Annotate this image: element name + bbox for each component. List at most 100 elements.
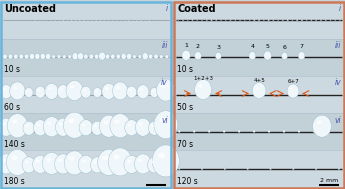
Ellipse shape (35, 86, 45, 98)
Ellipse shape (112, 19, 113, 21)
Text: 70 s: 70 s (177, 140, 193, 149)
Ellipse shape (252, 83, 266, 98)
Ellipse shape (152, 145, 179, 177)
Ellipse shape (98, 149, 120, 175)
Ellipse shape (195, 52, 201, 60)
Ellipse shape (132, 19, 134, 20)
Ellipse shape (63, 55, 66, 59)
Ellipse shape (11, 156, 17, 160)
Ellipse shape (148, 54, 153, 59)
Ellipse shape (125, 120, 138, 136)
Ellipse shape (215, 52, 221, 59)
Ellipse shape (313, 115, 331, 137)
Ellipse shape (0, 118, 14, 136)
Text: 60 s: 60 s (4, 103, 20, 112)
Ellipse shape (316, 19, 317, 21)
Ellipse shape (165, 55, 168, 59)
Ellipse shape (201, 168, 203, 170)
Text: i: i (339, 4, 341, 13)
Ellipse shape (160, 55, 163, 59)
Ellipse shape (64, 151, 85, 175)
Ellipse shape (306, 19, 307, 21)
Ellipse shape (249, 19, 250, 21)
Text: i: i (166, 4, 168, 13)
Ellipse shape (223, 130, 225, 133)
Text: iv: iv (161, 78, 168, 87)
Ellipse shape (42, 152, 61, 174)
Ellipse shape (81, 86, 91, 98)
Ellipse shape (108, 148, 132, 176)
Ellipse shape (339, 19, 341, 21)
Ellipse shape (161, 19, 162, 21)
Ellipse shape (152, 90, 154, 92)
Ellipse shape (96, 19, 97, 21)
Ellipse shape (127, 53, 131, 59)
Ellipse shape (124, 155, 139, 173)
Ellipse shape (35, 53, 40, 59)
Text: Coated: Coated (177, 4, 216, 13)
Bar (174, 76, 344, 113)
Ellipse shape (105, 54, 110, 59)
Ellipse shape (56, 118, 71, 136)
Text: vi: vi (334, 116, 341, 125)
Ellipse shape (59, 122, 63, 126)
Ellipse shape (84, 54, 88, 59)
Ellipse shape (99, 115, 118, 137)
Ellipse shape (69, 157, 74, 161)
Ellipse shape (116, 54, 120, 59)
Ellipse shape (68, 55, 71, 59)
Ellipse shape (301, 19, 303, 21)
Ellipse shape (18, 19, 19, 20)
Text: 180 s: 180 s (4, 177, 25, 186)
Ellipse shape (3, 88, 6, 91)
Ellipse shape (133, 55, 136, 59)
Ellipse shape (10, 19, 11, 21)
Bar (174, 39, 344, 76)
Ellipse shape (102, 83, 116, 99)
Ellipse shape (198, 84, 203, 88)
Ellipse shape (19, 54, 23, 59)
Ellipse shape (178, 19, 179, 21)
Ellipse shape (129, 89, 131, 91)
Ellipse shape (253, 130, 255, 133)
Ellipse shape (46, 53, 51, 59)
Ellipse shape (201, 19, 203, 21)
Ellipse shape (33, 120, 47, 136)
Ellipse shape (37, 89, 40, 91)
Ellipse shape (52, 55, 55, 59)
Bar (1, 150, 171, 187)
Ellipse shape (263, 19, 264, 21)
Ellipse shape (128, 123, 131, 126)
Ellipse shape (26, 125, 29, 127)
Ellipse shape (55, 19, 56, 21)
Ellipse shape (282, 52, 287, 59)
Ellipse shape (192, 19, 193, 21)
Ellipse shape (108, 19, 109, 21)
Ellipse shape (59, 19, 60, 20)
Bar (174, 150, 344, 187)
Ellipse shape (93, 161, 97, 163)
Ellipse shape (150, 161, 154, 163)
Ellipse shape (211, 19, 213, 21)
Ellipse shape (83, 89, 86, 91)
Ellipse shape (47, 158, 51, 161)
Ellipse shape (75, 19, 76, 21)
Text: 1: 1 (184, 43, 188, 48)
Ellipse shape (55, 154, 71, 174)
Ellipse shape (1, 159, 6, 162)
Ellipse shape (120, 19, 121, 20)
Ellipse shape (230, 19, 231, 21)
Ellipse shape (330, 19, 331, 21)
Ellipse shape (57, 55, 61, 59)
Ellipse shape (148, 121, 160, 135)
Bar (1, 2, 171, 39)
Bar (174, 2, 344, 187)
Ellipse shape (135, 154, 151, 174)
Ellipse shape (140, 88, 143, 91)
Bar (174, 2, 344, 39)
Ellipse shape (258, 19, 260, 21)
Ellipse shape (95, 90, 97, 92)
Bar (174, 2, 344, 187)
Ellipse shape (142, 53, 148, 60)
Ellipse shape (8, 54, 12, 59)
